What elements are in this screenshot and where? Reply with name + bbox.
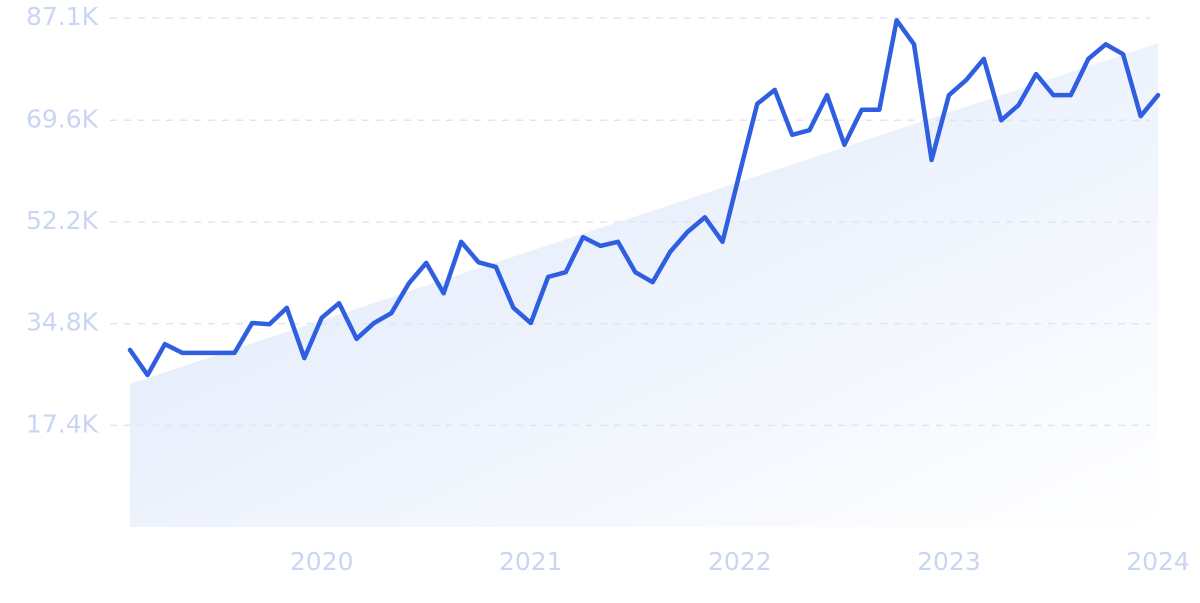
x-tick-label: 2024	[1126, 547, 1190, 576]
data-line	[127, 18, 1161, 378]
x-tick-label: 2021	[499, 547, 563, 576]
y-tick-label: 52.2K	[26, 206, 99, 235]
x-tick-label: 2020	[290, 547, 354, 576]
y-tick-label: 87.1K	[26, 2, 99, 31]
x-tick-label: 2022	[708, 547, 772, 576]
trend-area	[130, 43, 1158, 527]
y-tick-label: 17.4K	[26, 409, 99, 438]
x-tick-label: 2023	[917, 547, 981, 576]
y-tick-label: 34.8K	[26, 308, 99, 337]
y-tick-label: 69.6K	[26, 104, 99, 133]
